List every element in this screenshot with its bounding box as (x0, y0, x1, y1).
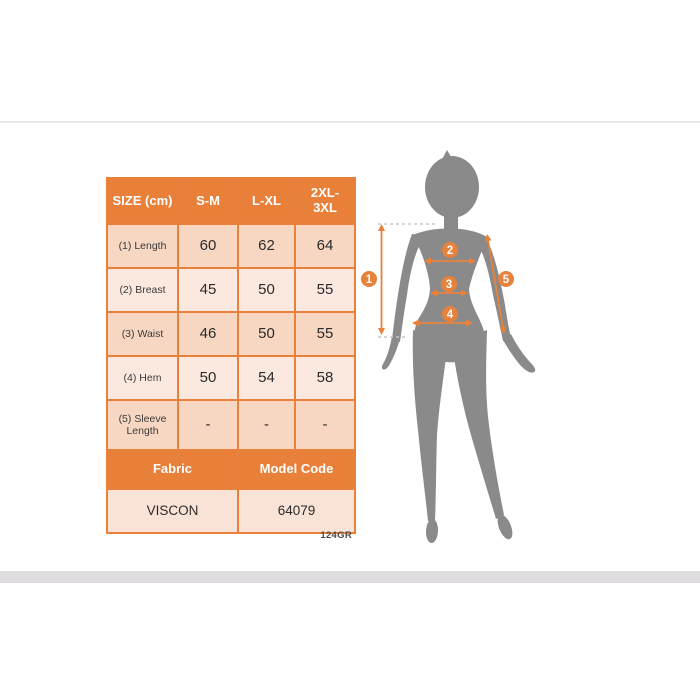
table-row-hem: (4) Hem 50 54 58 (106, 355, 356, 401)
marker-5: 5 (498, 271, 514, 287)
svg-text:3: 3 (446, 279, 452, 291)
size-table-header-row: SIZE (cm) S-M L-XL 2XL-3XL (106, 177, 356, 225)
model-code-value: 64079 (237, 488, 356, 534)
waist-value-l-xl: 50 (237, 311, 296, 357)
bottom-divider-band (0, 571, 700, 583)
svg-text:4: 4 (447, 309, 454, 321)
hem-arrow (412, 319, 473, 327)
marker-1: 1 (361, 271, 377, 287)
marker-3: 3 (441, 276, 457, 292)
length-value-s-m: 60 (177, 223, 239, 269)
sleeve-value-2xl-3xl: - (294, 399, 356, 451)
sleeve-value-s-m: - (177, 399, 239, 451)
table-row-waist: (3) Waist 46 50 55 (106, 311, 356, 357)
row-label-length: (1) Length (106, 223, 179, 269)
hem-value-l-xl: 54 (237, 355, 296, 401)
length-arrow (378, 224, 385, 335)
sleeve-arrow (484, 234, 507, 334)
measurement-figure: 1 2 3 4 5 (361, 150, 536, 543)
sleeve-value-l-xl: - (237, 399, 296, 451)
fabric-value: VISCON (106, 488, 239, 534)
hem-value-s-m: 50 (177, 355, 239, 401)
length-value-l-xl: 62 (237, 223, 296, 269)
waist-arrow (430, 289, 468, 297)
weight-note: 124GR (320, 530, 352, 541)
row-label-waist: (3) Waist (106, 311, 179, 357)
breast-value-s-m: 45 (177, 267, 239, 313)
breast-value-2xl-3xl: 55 (294, 267, 356, 313)
svg-text:1: 1 (366, 274, 373, 286)
svg-text:5: 5 (503, 274, 510, 286)
model-code-header: Model Code (237, 449, 356, 490)
marker-2: 2 (442, 242, 458, 258)
table-row-breast: (2) Breast 45 50 55 (106, 267, 356, 313)
column-header-2xl-3xl: 2XL-3XL (294, 177, 356, 225)
size-table: SIZE (cm) S-M L-XL 2XL-3XL (1) Length 60… (106, 177, 356, 534)
female-silhouette-graphic (381, 150, 536, 543)
column-header-s-m: S-M (177, 177, 239, 225)
waist-value-s-m: 46 (177, 311, 239, 357)
table-row-sleeve-length: (5) Sleeve Length - - - (106, 399, 356, 451)
breast-value-l-xl: 50 (237, 267, 296, 313)
top-divider-line (0, 121, 700, 123)
row-label-sleeve-length: (5) Sleeve Length (106, 399, 179, 451)
row-label-breast: (2) Breast (106, 267, 179, 313)
svg-text:2: 2 (447, 245, 453, 257)
table-footer-value-row: VISCON 64079 (106, 488, 356, 534)
breast-arrow (424, 257, 476, 265)
row-label-hem: (4) Hem (106, 355, 179, 401)
waist-value-2xl-3xl: 55 (294, 311, 356, 357)
table-row-length: (1) Length 60 62 64 (106, 223, 356, 269)
length-value-2xl-3xl: 64 (294, 223, 356, 269)
column-header-size-cm: SIZE (cm) (106, 177, 179, 225)
table-footer-header-row: Fabric Model Code (106, 449, 356, 490)
fabric-header: Fabric (106, 449, 239, 490)
column-header-l-xl: L-XL (237, 177, 296, 225)
hem-value-2xl-3xl: 58 (294, 355, 356, 401)
marker-4: 4 (442, 306, 458, 322)
